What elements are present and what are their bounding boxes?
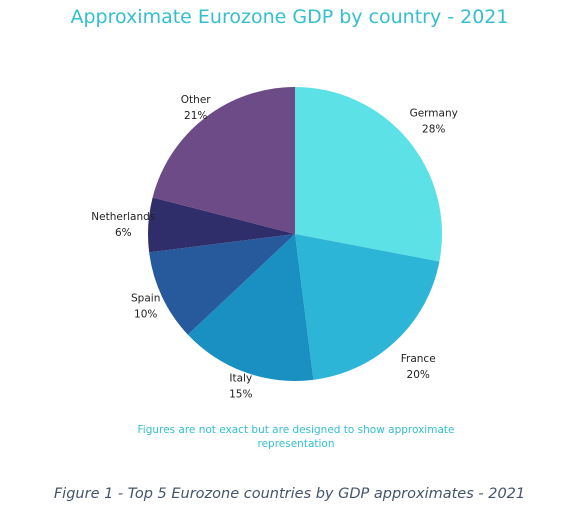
chart-title: Approximate Eurozone GDP by country - 20… xyxy=(70,6,509,28)
slice-value-france: 20% xyxy=(407,369,430,381)
slice-value-italy: 15% xyxy=(229,389,252,401)
slice-label-germany: Germany xyxy=(410,107,458,119)
slice-label-france: France xyxy=(401,353,436,365)
pie-slice-germany xyxy=(295,86,443,262)
pie-slice-italy xyxy=(187,234,314,381)
slice-value-germany: 28% xyxy=(422,123,445,135)
chart-footnote: Figures are not exact but are designed t… xyxy=(137,424,455,450)
slice-value-netherlands: 6% xyxy=(115,227,132,239)
pie-slice-spain xyxy=(149,234,295,335)
slice-label-spain: Spain xyxy=(131,292,160,304)
slice-label-italy: Italy xyxy=(229,373,252,385)
slice-label-other: Other xyxy=(181,94,211,106)
figure-caption: Figure 1 - Top 5 Eurozone countries by G… xyxy=(53,486,526,502)
pie-slice-other xyxy=(152,87,295,234)
pie-slice-netherlands xyxy=(148,197,295,253)
slice-value-spain: 10% xyxy=(134,308,157,320)
slice-value-other: 21% xyxy=(184,110,207,122)
pie-slice-france xyxy=(295,234,440,380)
slice-label-netherlands: Netherlands xyxy=(91,211,155,223)
